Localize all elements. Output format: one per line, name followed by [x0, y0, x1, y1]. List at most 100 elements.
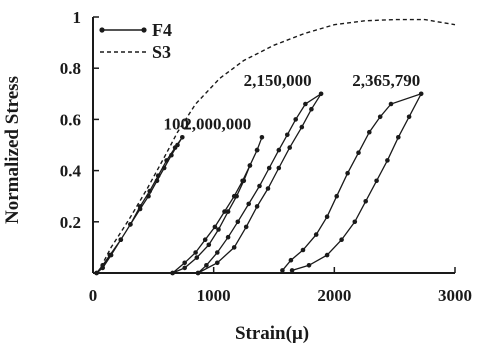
series-f4-point-2-19: [243, 224, 249, 230]
series-f4-point-2-21: [215, 260, 220, 266]
series-f4-point-3-6: [345, 170, 350, 176]
series-f4-point-0-13: [164, 158, 169, 163]
series-f4-point-3-13: [396, 135, 401, 140]
series-f4-point-1-11: [254, 147, 260, 153]
series-f4-point-1-18: [194, 255, 200, 260]
series-f4-point-0-18: [118, 237, 124, 242]
series-f4-point-3-20: [306, 263, 312, 268]
x-tick-label-1: 1000: [197, 286, 231, 305]
series-f4-point-3-17: [352, 219, 358, 225]
series-f4-point-1-1: [182, 260, 187, 266]
series-f4-point-0-7: [154, 178, 160, 184]
series-f4-point-0-12: [172, 145, 178, 150]
series-f4-point-3-5: [334, 193, 340, 199]
series-f4-point-3-9: [377, 114, 383, 120]
series-f4-point-3-1: [288, 257, 294, 263]
series-f4-point-3-0: [280, 268, 285, 273]
series-f4-loop-0: [94, 135, 185, 276]
series-f4-point-1-14: [234, 193, 239, 199]
series-f4-point-2-8: [276, 147, 282, 153]
series-f4-point-2-15: [287, 145, 293, 150]
x-axis-label: Strain(μ): [235, 323, 309, 344]
y-tick-label-2: 0.6: [60, 110, 81, 129]
series-f4-point-0-14: [155, 173, 161, 178]
legend-label-1: S3: [152, 42, 171, 62]
series-f4-point-0-20: [100, 265, 105, 271]
legend-label-0: F4: [152, 20, 172, 40]
series-f4-point-3-19: [324, 252, 330, 258]
series-f4-point-2-16: [276, 165, 282, 171]
series-f4-point-2-20: [231, 245, 237, 250]
series-f4-point-2-14: [299, 124, 305, 130]
series-s3-line: [97, 18, 456, 274]
annotation-3: 2,365,790: [352, 71, 420, 90]
series-f4-point-2-7: [266, 165, 272, 171]
series-f4-point-2-10: [293, 117, 299, 122]
series-f4-point-2-6: [257, 183, 262, 189]
y-tick-label-0: 0.2: [60, 213, 81, 232]
y-tick-label-4: 1: [73, 8, 82, 27]
series-f4-point-2-2: [215, 250, 220, 255]
series-f4-point-2-18: [254, 204, 260, 209]
series-f4-point-0-17: [128, 222, 133, 227]
series-f4-point-1-10: [259, 135, 265, 140]
annotation-1: 2,000,000: [183, 114, 251, 133]
series-f4-point-2-9: [285, 132, 290, 138]
x-tick-label-2: 2000: [317, 286, 351, 305]
series-f4-point-3-11: [418, 91, 424, 97]
series-f4-point-2-11: [303, 101, 308, 107]
series-f4-point-2-5: [246, 201, 251, 207]
series-f4-point-2-12: [318, 91, 324, 97]
series-f4-point-3-16: [363, 199, 369, 204]
series-f4-point-2-13: [309, 106, 314, 112]
series-f4-point-3-15: [374, 178, 379, 184]
x-tick-label-0: 0: [89, 286, 98, 305]
series-f4-point-0-11: [180, 135, 185, 140]
y-tick-label-1: 0.4: [60, 162, 82, 181]
series-f4-point-2-17: [265, 186, 271, 191]
y-axis-label: Normalized Stress: [2, 76, 23, 224]
series-f4-point-0-8: [161, 165, 167, 171]
series-f4-point-1-20: [170, 270, 175, 276]
y-tick-label-3: 0.8: [60, 59, 81, 78]
series-f4-point-3-2: [300, 247, 306, 253]
series-f4-point-1-17: [206, 242, 212, 248]
series-f4-point-3-10: [388, 101, 394, 107]
series-f4-point-3-21: [289, 268, 295, 273]
series-f4-point-2-22: [195, 270, 201, 276]
series-f4-point-1-16: [216, 227, 221, 232]
series-f4-point-3-12: [406, 114, 412, 120]
series-f4-point-3-4: [324, 214, 330, 219]
series-f4-point-1-19: [182, 265, 187, 271]
series-f4-point-0-9: [169, 152, 174, 158]
x-tick-label-3: 3000: [438, 286, 472, 305]
series-f4-point-0-6: [146, 193, 151, 199]
series-f4-point-3-8: [367, 129, 372, 135]
series-f4-point-1-12: [247, 163, 253, 168]
series-f4-point-0-15: [147, 188, 152, 194]
series-f4-point-1-5: [222, 209, 227, 214]
series-f4-point-1-3: [202, 237, 208, 242]
series-f4-point-1-2: [193, 250, 198, 255]
series-f4-loop-3: [280, 91, 424, 273]
series-f4-point-1-4: [212, 224, 218, 230]
series-f4-point-3-14: [385, 158, 390, 163]
series-f4-point-1-13: [241, 178, 247, 184]
series-f4-point-3-18: [339, 237, 344, 242]
series-f4-point-2-3: [225, 234, 231, 240]
series-f4-loop-line-3: [281, 92, 423, 272]
series-f4-point-2-4: [235, 219, 241, 225]
series-f4-point-0-19: [108, 252, 114, 258]
series-f4-point-3-7: [356, 150, 361, 155]
series-f4-loop-2: [195, 91, 324, 276]
legend-marker-0-b: [141, 27, 147, 33]
series-f4-point-3-3: [313, 232, 319, 237]
annotation-2: 2,150,000: [244, 71, 312, 90]
series-f4-point-0-21: [94, 270, 99, 276]
series-f4-point-2-1: [204, 263, 209, 268]
series-f4-point-0-16: [137, 204, 143, 209]
annotation-0: 100: [164, 114, 190, 133]
